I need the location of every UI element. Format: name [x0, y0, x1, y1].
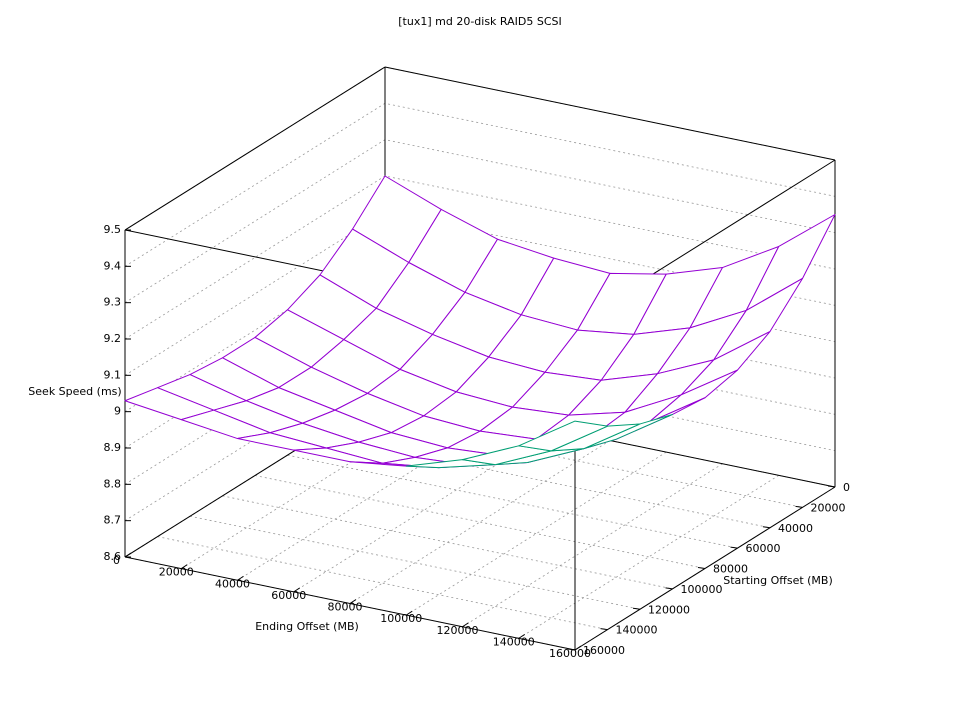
- x-tick-label: 120000: [437, 624, 479, 637]
- z-tick-label: 9.5: [104, 223, 122, 236]
- z-axis-label: Seek Speed (ms): [28, 385, 121, 398]
- grid-line: [157, 536, 608, 631]
- grid-line: [518, 475, 779, 639]
- x-tick-label: 140000: [493, 635, 535, 648]
- grid-line: [462, 463, 723, 628]
- y-tick-label: 80000: [713, 563, 748, 576]
- z-tick-label: 8.8: [104, 477, 122, 490]
- axis-box-edge: [384, 66, 836, 161]
- y-tick: [795, 505, 803, 508]
- y-tick: [697, 567, 706, 569]
- y-axis-label: Starting Offset (MB): [723, 574, 833, 587]
- x-tick-label: 40000: [215, 577, 250, 590]
- y-tick-label: 60000: [746, 542, 781, 555]
- y-tick: [665, 587, 673, 590]
- y-tick-label: 40000: [778, 522, 813, 535]
- y-tick-label: 160000: [583, 644, 625, 657]
- z-tick-label: 9.3: [104, 296, 122, 309]
- grid-line: [254, 475, 706, 569]
- x-tick: [405, 610, 413, 616]
- x-tick: [180, 564, 188, 570]
- grid-line: [222, 495, 673, 590]
- x-tick: [518, 633, 526, 639]
- x-tick: [237, 575, 244, 581]
- grid-line: [189, 515, 641, 610]
- x-tick: [349, 599, 357, 604]
- x-tick-label: 20000: [159, 566, 194, 579]
- grid-line: [287, 454, 738, 549]
- x-tick-label: 100000: [380, 612, 422, 625]
- grid-line: [406, 451, 667, 616]
- x-tick-label: 60000: [271, 589, 306, 602]
- x-tick-label: 0: [113, 554, 120, 567]
- y-tick-label: 140000: [616, 624, 658, 637]
- y-tick-label: 0: [843, 481, 850, 494]
- y-tick: [600, 628, 608, 631]
- y-tick: [762, 526, 771, 529]
- y-tick-label: 120000: [648, 603, 690, 616]
- x-tick-label: 80000: [328, 601, 363, 614]
- axis-box-edge: [124, 66, 386, 231]
- x-tick: [124, 552, 132, 558]
- grid-line: [124, 66, 836, 231]
- z-tick-label: 8.7: [104, 514, 122, 527]
- y-tick: [827, 485, 836, 488]
- x-tick-label: 160000: [549, 647, 591, 660]
- y-tick: [632, 607, 641, 610]
- z-tick-label: 9.2: [104, 332, 122, 345]
- z-tick-label: 8.9: [104, 441, 122, 454]
- x-tick: [293, 587, 301, 593]
- chart-title: [tux1] md 20-disk RAID5 SCSI: [398, 15, 562, 28]
- y-tick: [567, 648, 576, 651]
- z-tick-label: 9.1: [104, 368, 122, 381]
- surface-cell: [518, 420, 608, 452]
- x-tick: [462, 622, 469, 628]
- z-tick-label: 9.4: [104, 259, 122, 272]
- grid-line: [349, 440, 611, 604]
- y-tick: [730, 546, 738, 549]
- y-tick-label: 20000: [811, 501, 846, 514]
- z-tick-label: 8.6: [104, 550, 122, 563]
- z-tick-label: 9: [114, 405, 121, 418]
- y-tick-label: 100000: [681, 583, 723, 596]
- x-tick: [574, 645, 582, 651]
- x-axis-label: Ending Offset (MB): [255, 620, 359, 633]
